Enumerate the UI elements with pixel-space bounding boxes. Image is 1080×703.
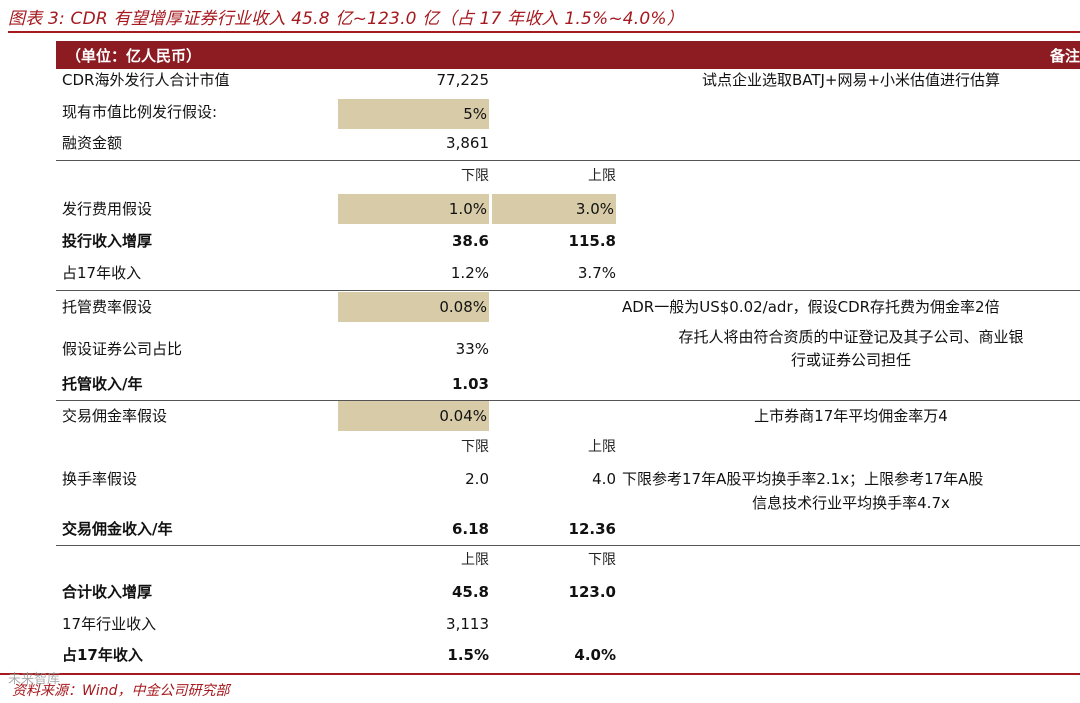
row-custody-fee-label: 托管费率假设	[62, 298, 153, 316]
row-commission-revenue-label: 交易佣金收入/年	[62, 520, 173, 538]
row-broker-share-value: 33%	[455, 340, 489, 358]
row-broker-share-note-line1: 存托人将由符合资质的中证登记及其子公司、商业银	[678, 328, 1024, 346]
row-issue-ratio-value: 5%	[338, 99, 489, 129]
row-issue-fee-lower: 1.0%	[338, 194, 489, 224]
row-turnover-note-line1: 下限参考17年A股平均换手率2.1x；上限参考17年A股	[622, 470, 984, 488]
row-issue-ratio-label: 现有市值比例发行假设:	[62, 103, 218, 121]
row-financing-value: 3,861	[446, 134, 489, 152]
row-issue-fee-upper: 3.0%	[492, 194, 616, 224]
total-upper-header: 上限	[461, 552, 489, 568]
row-turnover-lower: 2.0	[465, 470, 489, 488]
row-total-revenue-a: 45.8	[451, 583, 489, 601]
row-broker-share-note-line2: 行或证券公司担任	[790, 351, 911, 369]
row-financing-label: 融资金额	[62, 134, 123, 152]
watermark: 未来智库	[8, 672, 61, 687]
row-ib-share-label: 占17年收入	[62, 264, 142, 282]
row-custody-revenue-value: 1.03	[451, 375, 489, 393]
row-commission-rate-label: 交易佣金率假设	[62, 407, 168, 425]
row-custody-fee-value: 0.08%	[338, 292, 489, 322]
section-divider	[56, 290, 1080, 291]
unit-label: （单位：亿人民币）	[66, 47, 202, 65]
row-ib-revenue-lower: 38.6	[451, 232, 489, 250]
row-custody-revenue-label: 托管收入/年	[62, 375, 143, 393]
row-industry-revenue-value: 3,113	[446, 615, 489, 633]
upper-bound-header: 上限	[588, 439, 616, 455]
row-market-cap-label: CDR海外发行人合计市值	[62, 71, 230, 89]
row-market-cap-value: 77,225	[436, 71, 490, 89]
row-broker-share-label: 假设证券公司占比	[62, 340, 183, 358]
row-total-share-label: 占17年收入	[62, 646, 143, 664]
upper-bound-header: 上限	[588, 168, 616, 184]
row-market-cap-note: 试点企业选取BATJ+网易+小米估值进行估算	[701, 71, 1001, 89]
row-commission-rate-note: 上市券商17年平均佣金率万4	[754, 407, 948, 425]
note-header: 备注	[1049, 47, 1080, 65]
lower-bound-header: 下限	[461, 168, 489, 184]
row-total-share-a: 1.5%	[447, 646, 489, 664]
figure-title: 图表 3: CDR 有望增厚证券行业收入 45.8 亿~123.0 亿（占 17…	[8, 9, 684, 29]
source-note: 资料来源：Wind，中金公司研究部	[12, 683, 230, 699]
section-divider	[56, 160, 1080, 161]
row-turnover-note-line2: 信息技术行业平均换手率4.7x	[752, 494, 950, 512]
table-header: （单位：亿人民币） 备注	[56, 41, 1080, 69]
row-commission-revenue-upper: 12.36	[568, 520, 616, 538]
row-ib-share-lower: 1.2%	[450, 264, 489, 282]
row-commission-rate-value: 0.04%	[338, 401, 489, 431]
footer-divider	[0, 673, 1080, 675]
section-divider	[56, 545, 1080, 546]
row-issue-fee-label: 发行费用假设	[62, 200, 153, 218]
row-turnover-upper: 4.0	[592, 470, 616, 488]
row-ib-share-upper: 3.7%	[577, 264, 616, 282]
lower-bound-header: 下限	[461, 439, 489, 455]
row-turnover-label: 换手率假设	[62, 470, 138, 488]
title-divider	[8, 31, 1080, 33]
row-total-revenue-b: 123.0	[568, 583, 616, 601]
row-industry-revenue-label: 17年行业收入	[62, 615, 157, 633]
row-ib-revenue-label: 投行收入增厚	[62, 232, 153, 250]
row-total-revenue-label: 合计收入增厚	[62, 583, 153, 601]
row-total-share-b: 4.0%	[574, 646, 616, 664]
row-ib-revenue-upper: 115.8	[568, 232, 616, 250]
row-commission-revenue-lower: 6.18	[451, 520, 489, 538]
section-divider	[56, 400, 1080, 401]
row-custody-fee-note: ADR一般为US$0.02/adr，假设CDR存托费为佣金率2倍	[622, 298, 1000, 316]
total-lower-header: 下限	[588, 552, 616, 568]
